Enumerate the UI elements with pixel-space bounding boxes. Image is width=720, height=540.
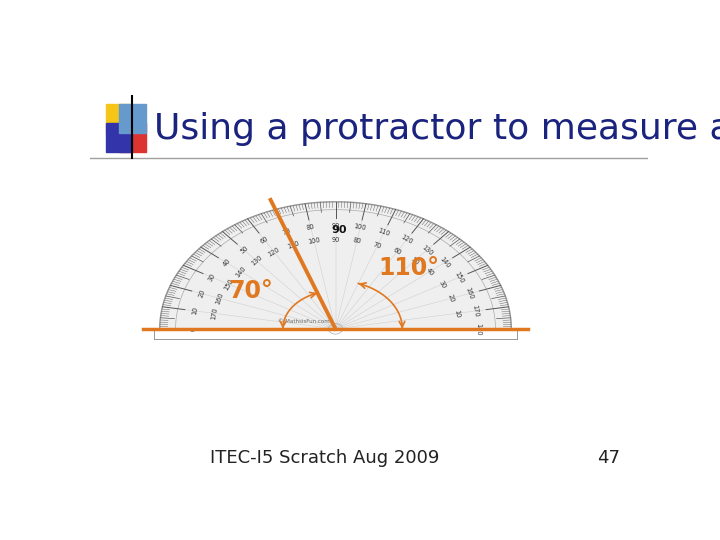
Text: 47: 47 — [597, 449, 620, 467]
Text: 60: 60 — [259, 235, 269, 245]
Text: 70: 70 — [282, 228, 292, 237]
Text: 20: 20 — [197, 288, 206, 299]
Text: ITEC-I5 Scratch Aug 2009: ITEC-I5 Scratch Aug 2009 — [210, 449, 439, 467]
Text: 100: 100 — [354, 224, 367, 232]
Text: 70: 70 — [372, 241, 382, 249]
Text: 90: 90 — [331, 223, 340, 229]
Text: 130: 130 — [420, 244, 433, 256]
Bar — [106, 104, 132, 133]
Text: 120: 120 — [267, 246, 281, 258]
Text: 80: 80 — [352, 238, 361, 245]
Text: 160: 160 — [464, 287, 474, 301]
Text: 20: 20 — [447, 293, 456, 303]
Text: 120: 120 — [400, 234, 414, 246]
Text: 170: 170 — [210, 307, 218, 320]
Text: 10: 10 — [453, 309, 460, 318]
Bar — [119, 104, 145, 133]
Text: 160: 160 — [215, 292, 225, 306]
Text: 0: 0 — [190, 327, 196, 331]
Text: 140: 140 — [438, 256, 451, 269]
Text: 100: 100 — [307, 237, 321, 245]
Text: 110: 110 — [377, 227, 391, 237]
Text: 150: 150 — [223, 278, 235, 292]
Text: 90: 90 — [331, 225, 347, 235]
Text: 30: 30 — [437, 279, 447, 289]
Text: 10: 10 — [192, 306, 199, 315]
Text: 110: 110 — [287, 240, 300, 250]
Text: 80: 80 — [306, 224, 315, 231]
Text: 40: 40 — [425, 266, 435, 277]
Text: 60: 60 — [392, 247, 402, 256]
Text: 150: 150 — [453, 271, 464, 285]
Polygon shape — [160, 202, 511, 329]
Text: 40: 40 — [222, 258, 232, 268]
Text: 170: 170 — [472, 304, 480, 318]
Text: 50: 50 — [410, 255, 420, 266]
Text: © MathsisFun.com: © MathsisFun.com — [278, 319, 330, 323]
Text: Using a protractor to measure angles: Using a protractor to measure angles — [154, 112, 720, 146]
Text: 180: 180 — [475, 322, 481, 335]
Text: 140: 140 — [235, 265, 248, 279]
Text: 130: 130 — [250, 254, 263, 267]
Text: 30: 30 — [207, 272, 217, 282]
Text: 70°: 70° — [229, 279, 274, 303]
Text: 50: 50 — [239, 245, 249, 255]
Bar — [106, 123, 132, 152]
Text: 90: 90 — [331, 237, 340, 243]
Text: 110°: 110° — [379, 256, 440, 280]
Bar — [119, 123, 145, 152]
